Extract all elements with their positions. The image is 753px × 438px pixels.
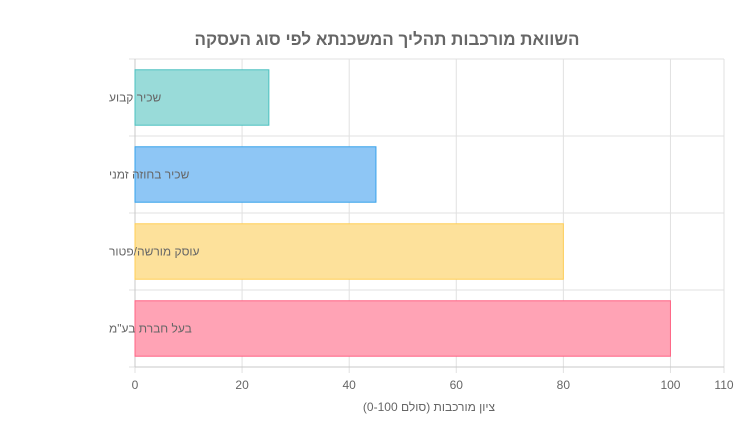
x-tick-label: 100 [660,378,680,392]
y-tick-labels: שכיר קבוע שכיר בחוזה זמני עוסק מורשה/פטור ב… [109,91,200,336]
bars [134,69,671,357]
bar [134,223,564,280]
y-tick-label: בעל חברת בע"מ [109,322,192,336]
y-tick-label: שכיר קבוע [109,91,162,105]
x-tick-label: 0 [132,378,139,392]
x-axis-label: ציון מורכבות (סולם 0-100) [363,400,496,414]
x-tick-label: 80 [557,378,571,392]
bar [134,146,377,203]
x-tick-label: 40 [343,378,357,392]
y-tick-label: שכיר בחוזה זמני [109,168,190,182]
x-tick-labels: 0 20 40 60 80 100 110 [132,378,734,392]
x-tick-label: 60 [450,378,464,392]
bar [134,69,270,126]
chart-title: השוואת מורכבות תהליך המשכנתא לפי סוג העס… [194,30,579,49]
y-tick-label: עוסק מורשה/פטור [109,245,200,259]
x-tick-label: 110 [714,378,733,392]
x-tick-label: 20 [235,378,249,392]
bar [134,300,671,357]
